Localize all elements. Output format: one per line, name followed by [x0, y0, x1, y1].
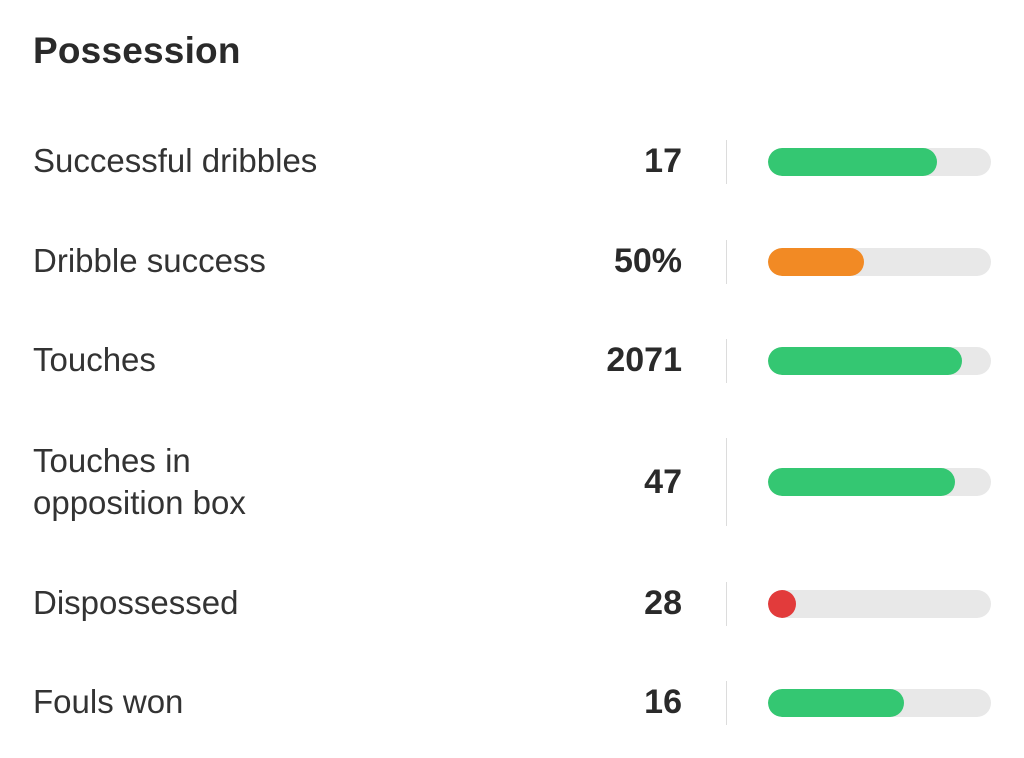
percentile-bar	[768, 468, 991, 496]
stat-row-dribble-success: Dribble success 50%	[0, 240, 1024, 284]
stat-row-touches: Touches 2071	[0, 339, 1024, 383]
stat-value: 2071	[606, 341, 682, 379]
section-title: Possession	[33, 30, 241, 71]
percentile-bar-fill	[768, 347, 962, 375]
percentile-bar-fill	[768, 590, 796, 618]
percentile-bar	[768, 148, 991, 176]
stat-label: Touches in opposition box	[33, 442, 246, 521]
row-divider	[726, 140, 727, 184]
stat-value: 17	[644, 142, 682, 180]
stat-label: Dispossessed	[33, 584, 239, 621]
stat-row-fouls-won: Fouls won 16	[0, 681, 1024, 725]
stat-row-successful-dribbles: Successful dribbles 17	[0, 140, 1024, 184]
stat-value: 47	[644, 463, 682, 501]
percentile-bar-fill	[768, 148, 937, 176]
percentile-bar	[768, 689, 991, 717]
stat-row-dispossessed: Dispossessed 28	[0, 582, 1024, 626]
stat-value: 28	[644, 584, 682, 622]
row-divider	[726, 339, 727, 383]
stat-label: Fouls won	[33, 683, 184, 720]
percentile-bar-fill	[768, 248, 864, 276]
row-divider	[726, 582, 727, 626]
stat-label: Dribble success	[33, 242, 266, 279]
stat-row-touches-in-opposition-box: Touches in opposition box 47	[0, 438, 1024, 526]
stat-label: Successful dribbles	[33, 142, 318, 179]
row-divider	[726, 240, 727, 284]
percentile-bar	[768, 248, 991, 276]
stat-label: Touches	[33, 341, 156, 378]
percentile-bar-fill	[768, 689, 904, 717]
stat-value: 16	[644, 683, 682, 721]
percentile-bar-fill	[768, 468, 955, 496]
row-divider	[726, 681, 727, 725]
stat-value: 50%	[613, 242, 682, 280]
percentile-bar	[768, 590, 991, 618]
row-divider	[726, 438, 727, 526]
percentile-bar	[768, 347, 991, 375]
